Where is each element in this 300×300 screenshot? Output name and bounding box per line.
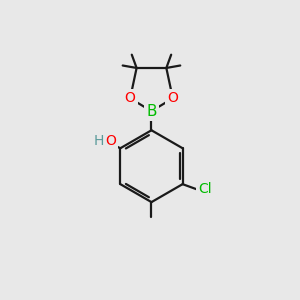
- Text: Cl: Cl: [198, 182, 212, 197]
- Text: H: H: [94, 134, 104, 148]
- Text: O: O: [167, 91, 178, 105]
- Text: B: B: [146, 103, 157, 118]
- Text: O: O: [106, 134, 116, 148]
- Text: O: O: [125, 91, 136, 105]
